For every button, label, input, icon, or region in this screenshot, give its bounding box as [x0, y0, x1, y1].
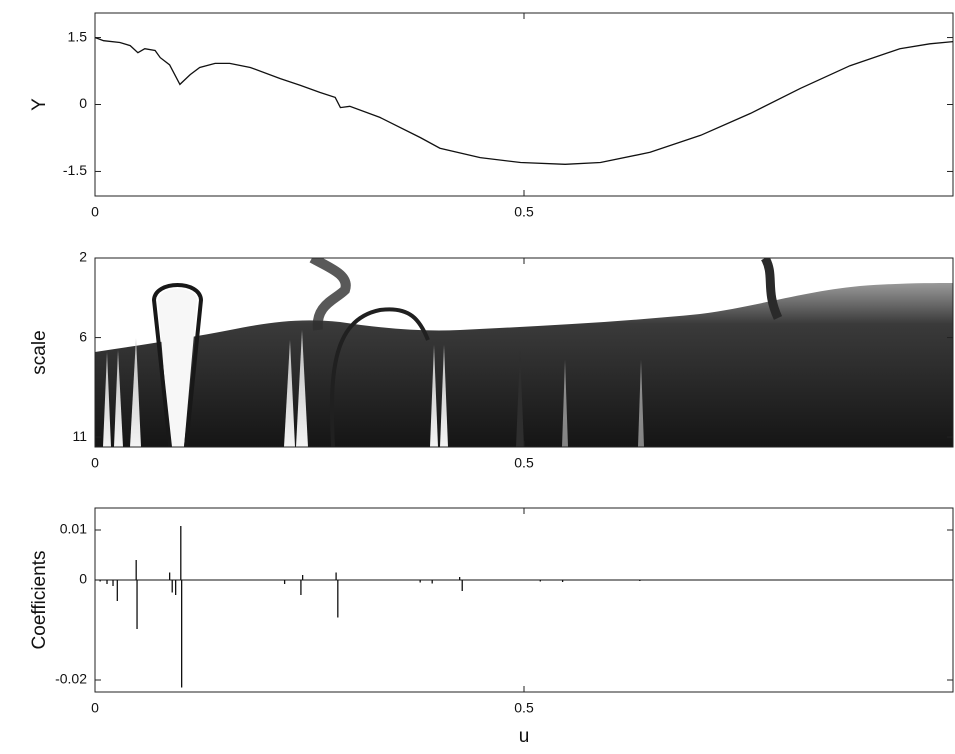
- y-tick-label: 0.01: [60, 521, 87, 537]
- plot-frame: [94, 12, 954, 197]
- x-tick-label: 0.5: [514, 700, 534, 716]
- y-tick-label: 0: [79, 571, 87, 587]
- y-tick-label: 0: [79, 95, 87, 111]
- x-tick-label: 0.5: [514, 455, 534, 471]
- y-tick-label: 1.5: [68, 28, 88, 44]
- x-tick-label: 0: [91, 455, 99, 471]
- y-tick-label: -1.5: [63, 162, 87, 178]
- scalogram-image: [95, 258, 953, 447]
- plot-frame: [94, 507, 954, 693]
- y-tick-label: 2: [79, 249, 87, 265]
- x-axis-label: u: [519, 726, 530, 747]
- x-tick-label: 0: [91, 204, 99, 220]
- x-tick-label: 0.5: [514, 204, 534, 220]
- data-line: [94, 36, 954, 165]
- y-tick-label: -0.02: [55, 671, 87, 687]
- x-tick-label: 0: [91, 700, 99, 716]
- y-axis-label: scale: [29, 330, 50, 374]
- y-tick-label: 6: [79, 328, 87, 344]
- y-tick-label: 11: [72, 428, 87, 444]
- y-axis-label: Coefficients: [29, 551, 50, 650]
- y-axis-label: Y: [29, 98, 50, 111]
